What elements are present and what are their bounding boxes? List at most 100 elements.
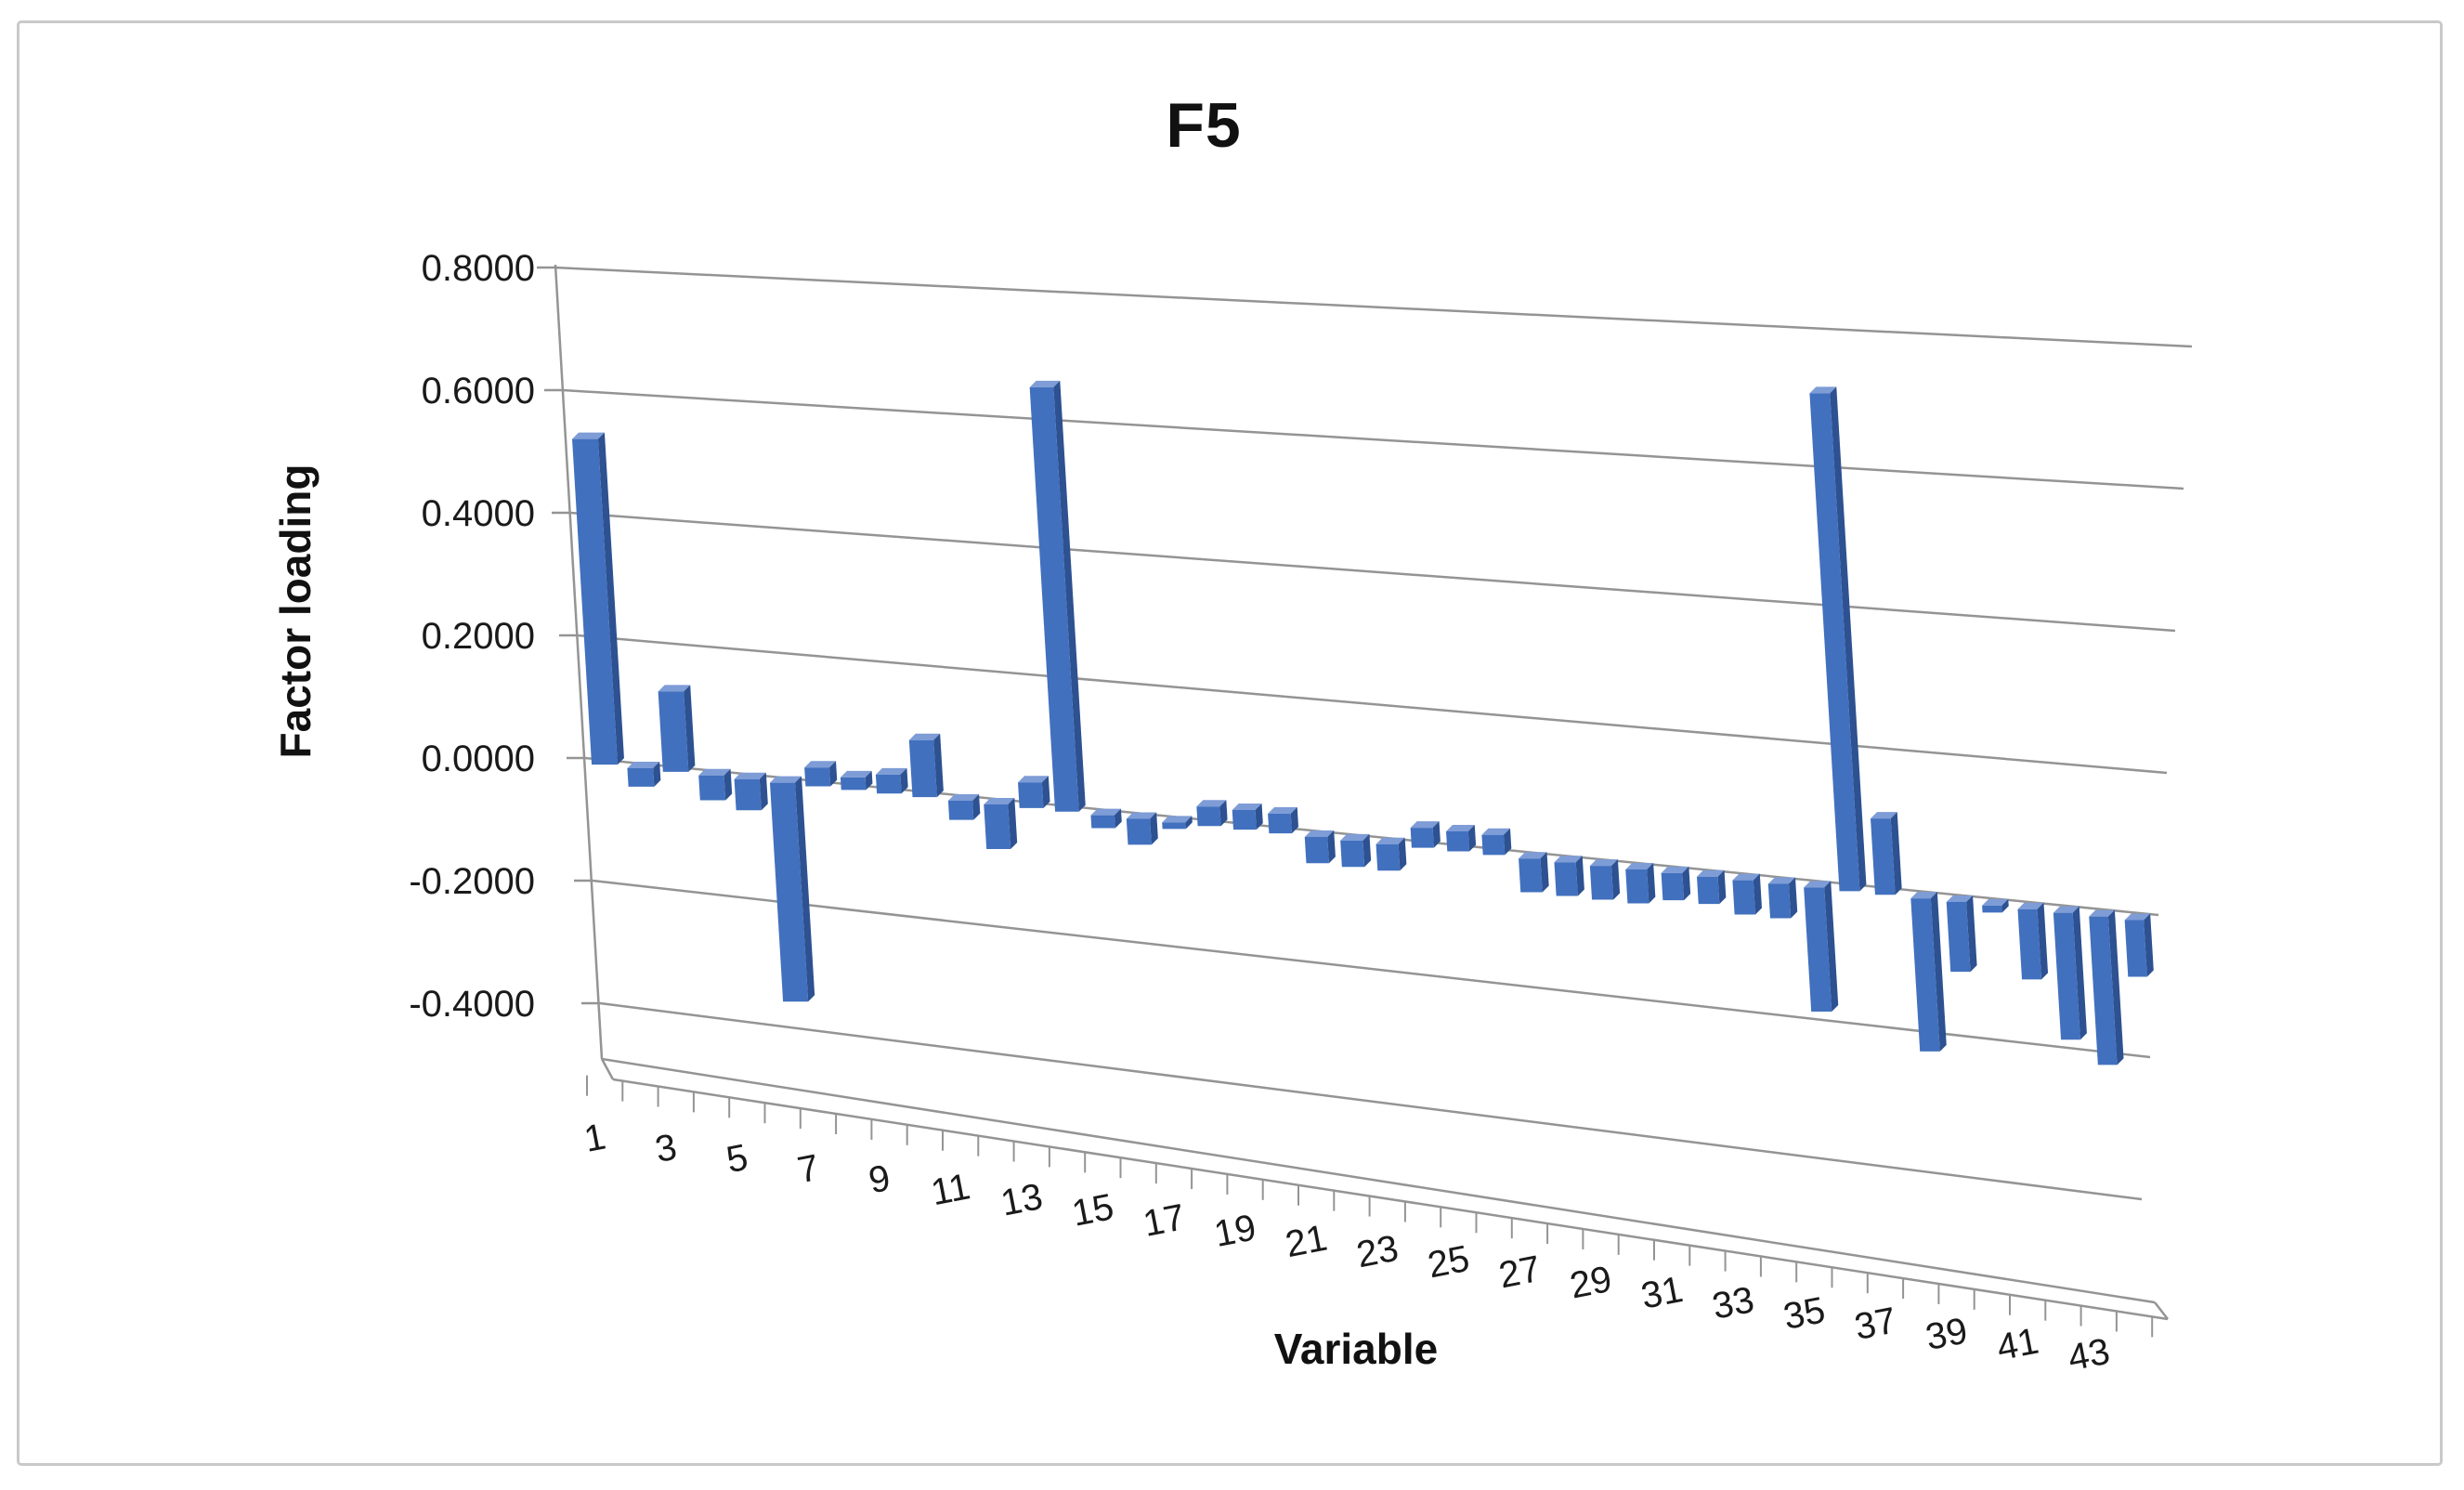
bar-front-face [1554,862,1578,896]
bar [1375,837,1407,871]
x-axis-tick-label: 43 [2065,1331,2113,1379]
bar-top-face [1554,856,1583,863]
bar-front-face [1804,887,1832,1013]
bar [947,794,981,820]
bar [1018,776,1050,808]
bar-top-face [1196,800,1227,807]
axis-corner-joint [600,1058,615,1080]
bar-side-face [1362,833,1372,868]
x-axis-tick-label: 23 [1353,1228,1401,1276]
bar-top-face [1871,812,1897,819]
bar-side-face [1682,866,1691,901]
bar-top-face [1732,873,1760,881]
bar-side-face [865,770,873,791]
bar-side-face [1575,856,1584,896]
bar-side-face [2037,902,2049,980]
x-axis-tick-label: 33 [1709,1279,1757,1327]
bar-side-face [1467,824,1477,852]
bar [1162,816,1193,830]
bar [2089,909,2124,1065]
bar-side-face [1504,828,1512,856]
bar-side-face [1890,812,1902,895]
bar-front-face [698,775,726,801]
bar-front-face [2089,916,2118,1065]
bar-top-face [1982,898,2009,906]
bar [1625,862,1656,904]
bar-front-face [1481,834,1506,856]
bar [804,761,838,787]
bar-front-face [1446,830,1470,852]
bar [1809,386,1867,892]
bar-side-face [2144,913,2154,977]
bar-front-face [1871,818,1896,895]
x-axis-tick-label: 39 [1923,1310,1971,1358]
gridline [577,634,2168,775]
bar-side-face [1327,830,1336,864]
y-axis-title: Factor loading [271,464,319,759]
bar [1232,804,1263,830]
bar-side-face [1717,869,1727,905]
x-axis-tick-label: 31 [1637,1269,1686,1317]
bar-side-face [933,733,944,798]
bar [627,762,661,787]
bar-side-face [1114,808,1122,829]
x-axis-title: Variable [1273,1325,1439,1373]
bar-top-face [908,733,941,740]
bar [698,768,733,801]
bar-front-face [1589,866,1614,900]
x-axis-tick-label: 13 [997,1176,1046,1224]
bar-front-face [734,778,762,811]
bar [658,685,696,772]
bar-top-face [2017,902,2044,909]
bar [2017,902,2049,980]
bar-front-face [1018,782,1044,808]
bar [2053,906,2087,1040]
bar [1481,828,1512,856]
bar-top-face [1804,881,1832,888]
bar-top-face [1481,828,1511,835]
x-axis-tick-label: 37 [1851,1300,1899,1348]
bar-top-face [2089,909,2115,917]
bar-top-face [1809,386,1837,394]
bar-front-face [1767,883,1792,919]
bar-top-face [1446,824,1475,831]
bar-side-face [1008,797,1018,850]
bar-side-face [2001,898,2009,913]
bar-front-face [1519,858,1543,893]
x-axis-tick-label: 9 [866,1157,893,1201]
bar [1982,898,2009,913]
bar-top-face [1375,837,1405,844]
bar-top-face [1340,833,1370,841]
bar-top-face [1767,877,1796,884]
x-axis-tick-label: 5 [724,1137,751,1181]
bar-top-face [1661,866,1689,873]
bar-top-face [947,794,980,802]
bar-side-face [1290,806,1299,834]
bar-front-face [1910,898,1940,1052]
bar-side-face [2072,906,2087,1040]
bar [734,772,768,811]
bar-front-face [1661,872,1685,901]
bar-front-face [627,768,655,787]
bar-side-face [1041,776,1050,808]
bar-front-face [875,774,902,794]
value-axis-line [554,264,604,1060]
bar-side-face [653,762,661,787]
bar [1804,881,1839,1013]
bar [1090,808,1122,829]
x-axis-tick-label: 35 [1780,1289,1829,1338]
bar-front-face [984,804,1011,850]
bar [1732,873,1763,915]
bar-side-face [1219,800,1228,827]
bar [1126,812,1158,845]
bar-front-face [1196,806,1221,827]
bar-side-face [1930,892,1947,1052]
bar-front-face [1809,393,1860,892]
bar-top-face [984,797,1015,804]
gridline [569,511,2176,633]
bar-top-face [698,768,731,776]
bar [984,797,1018,850]
x-axis-tick-label: 1 [580,1117,608,1160]
bar [840,770,873,791]
bar-side-face [1789,877,1798,919]
